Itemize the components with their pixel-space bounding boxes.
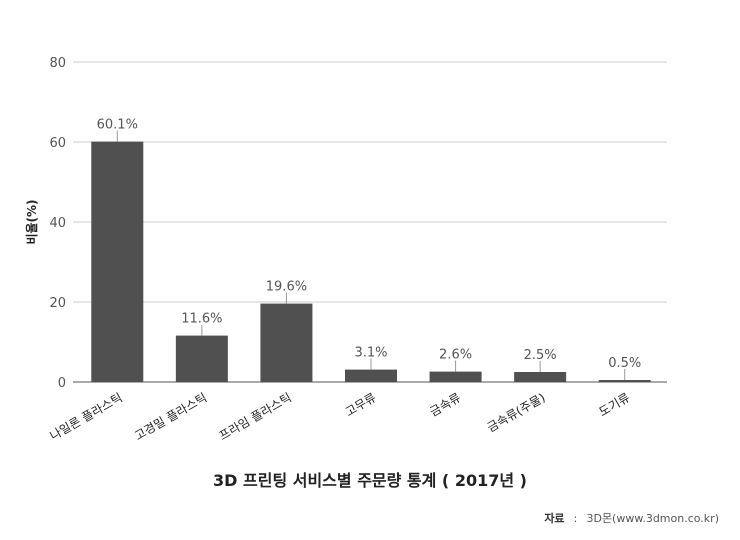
bar [598,380,651,382]
data-label: 0.5% [608,356,641,371]
bar [260,303,313,382]
data-label: 2.6% [439,348,472,363]
source-text: 3D몬(www.3dmon.co.kr) [586,512,719,525]
source-note: 자료 : 3D몬(www.3dmon.co.kr) [544,507,719,526]
y-tick-label: 80 [49,56,66,71]
data-label: 3.1% [354,346,387,361]
source-separator: : [574,512,578,525]
x-tick-label: 금속류 [427,390,463,419]
y-tick-label: 0 [58,376,66,391]
x-tick-label: 고경밀 플라스틱 [132,390,209,443]
y-axis-label: 비율(%) [24,199,39,244]
data-label: 2.5% [524,348,557,363]
data-label: 19.6% [266,280,307,295]
x-tick-label: 고무류 [343,390,379,419]
bar [345,369,397,382]
x-tick-label: 금속류(주물) [485,390,548,434]
y-tick-label: 20 [49,296,66,311]
gridlines [73,61,667,383]
x-tick-label: 도기류 [597,390,633,419]
chart-title: 3D 프린팅 서비스별 주문량 통계 ( 2017년 ) [213,471,527,490]
bar [514,372,567,382]
x-tick-label: 프라임 플라스틱 [217,390,294,443]
source-label: 자료 [544,511,564,525]
bar [91,141,144,382]
bars [91,130,651,382]
bar [175,335,228,382]
data-label: 60.1% [97,118,138,133]
data-label: 11.6% [181,312,222,327]
bar [429,371,482,382]
x-tick-label: 나일론 플라스틱 [48,390,125,443]
y-tick-label: 40 [49,216,66,231]
y-tick-label: 60 [49,136,66,151]
